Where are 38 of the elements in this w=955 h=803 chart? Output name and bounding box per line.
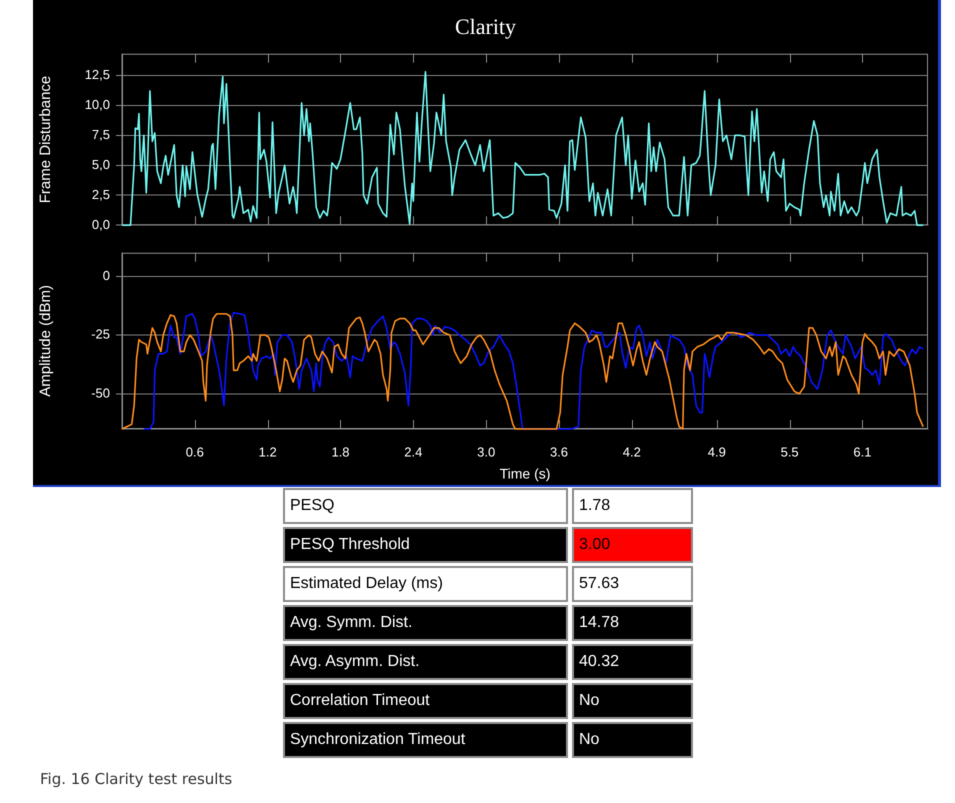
x-axis-title: Time (s) [500, 465, 550, 482]
text: Avg. Symm. Dist. [283, 605, 568, 641]
y-tick-label: 0 [102, 268, 110, 283]
x-tick-label: 3.0 [477, 444, 496, 460]
text: No [572, 722, 693, 758]
x-tick-label: 1.2 [258, 444, 277, 460]
text: 1.78 [572, 488, 693, 524]
text: Estimated Delay (ms) [283, 566, 568, 602]
x-tick-label: 3.6 [550, 444, 568, 460]
x-tick-label: 6.1 [853, 444, 872, 460]
x-tick-label: 4.2 [622, 444, 641, 460]
text: Correlation Timeout [283, 683, 568, 719]
caption: Fig. 16 Clarity test results [40, 770, 232, 788]
text: 57.63 [572, 566, 693, 602]
text: No [572, 683, 693, 719]
x-tick-label: 2.4 [404, 444, 422, 460]
y-axis-title: Frame Disturbance [37, 76, 54, 204]
y-tick-label: -25 [91, 326, 110, 342]
y-tick-label: 7,5 [92, 126, 110, 142]
y-tick-label: 10,0 [84, 96, 110, 112]
y-tick-label: 12,5 [84, 66, 110, 82]
y-tick-label: 0,0 [92, 216, 110, 232]
y-tick-label: 5,0 [92, 156, 110, 172]
text: 3.00 [572, 527, 693, 563]
x-tick-label: 0.6 [186, 444, 204, 460]
text: PESQ [283, 488, 568, 524]
text: 40.32 [572, 644, 693, 680]
text: 14.78 [572, 605, 693, 641]
y-tick-label: 2,5 [92, 186, 110, 202]
x-tick-label: 1.8 [331, 444, 350, 460]
y-axis-title: Amplitude (dBm) [37, 285, 54, 397]
text: Synchronization Timeout [283, 722, 568, 758]
x-tick-label: 5.5 [780, 444, 799, 460]
text: Avg. Asymm. Dist. [283, 644, 568, 680]
chart-title: Clarity [454, 14, 518, 40]
x-tick-label: 4.9 [708, 444, 726, 460]
text: PESQ Threshold [283, 527, 568, 563]
y-tick-label: -50 [91, 385, 110, 400]
